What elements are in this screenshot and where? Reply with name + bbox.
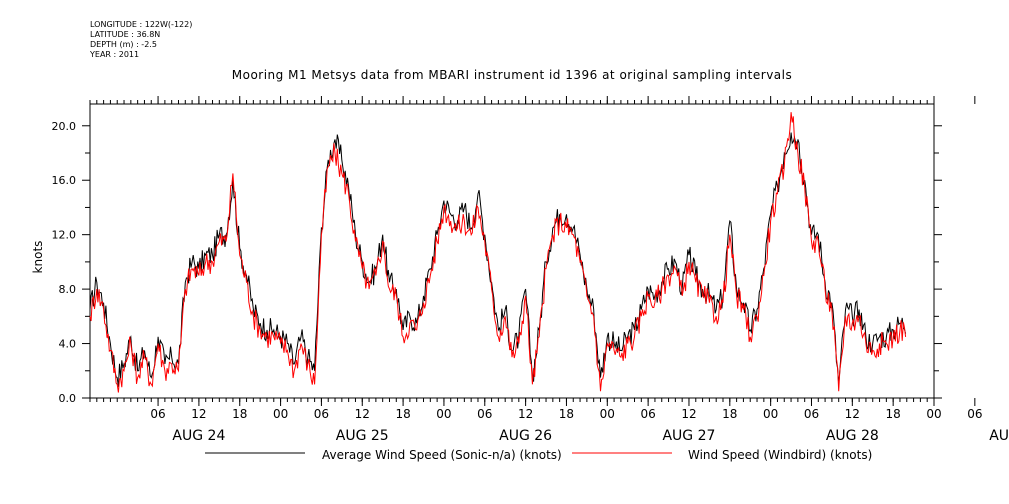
x-tick-label: 12 xyxy=(845,407,860,421)
metadata-block: LONGITUDE : 122W(-122) LATITUDE : 36.8N … xyxy=(90,20,192,60)
y-axis-label: knots xyxy=(31,241,45,274)
y-tick-label: 12.0 xyxy=(52,229,77,242)
axes: 06 12 18 00 06 12 18 00 06 12 18 00 06 12 18 00 06 12 18 00… xyxy=(52,96,1009,444)
y-tick-label: 0.0 xyxy=(59,392,77,405)
x-tick-label: 12 xyxy=(681,407,696,421)
x-tick-label: 00 xyxy=(926,407,941,421)
x-tick-label: 18 xyxy=(722,407,737,421)
x-tick-label: 06 xyxy=(314,407,329,421)
x-tick-label: 00 xyxy=(273,407,288,421)
x-tick-label: 18 xyxy=(559,407,574,421)
x-tick-label: 12 xyxy=(191,407,206,421)
longitude-text: LONGITUDE : 122W(-122) xyxy=(90,20,193,29)
x-tick-label: 00 xyxy=(600,407,615,421)
year-text: YEAR : 2011 xyxy=(90,50,140,59)
day-label: AUG 28 xyxy=(826,428,879,444)
y-tick-label: 4.0 xyxy=(59,338,77,351)
x-tick-label: 06 xyxy=(477,407,492,421)
chart-title: Mooring M1 Metsys data from MBARI instru… xyxy=(231,68,793,82)
x-tick-label: 00 xyxy=(763,407,778,421)
day-label: AUG 24 xyxy=(172,428,225,444)
x-tick-label: 06 xyxy=(640,407,655,421)
x-tick-label: 06 xyxy=(150,407,165,421)
x-tick-label: 00 xyxy=(436,407,451,421)
x-tick-label: 06 xyxy=(804,407,819,421)
x-tick-label: 18 xyxy=(886,407,901,421)
x-tick-label: 12 xyxy=(518,407,533,421)
x-tick-label: 12 xyxy=(355,407,370,421)
day-label: AUG 25 xyxy=(336,428,389,444)
day-label: AUG 27 xyxy=(662,428,715,444)
series-line-windbird xyxy=(89,112,907,393)
legend-label-windbird: Wind Speed (Windbird) (knots) xyxy=(688,448,873,462)
x-tick-label: 18 xyxy=(395,407,410,421)
x-tick-label: 06 xyxy=(967,407,982,421)
latitude-text: LATITUDE : 36.8N xyxy=(90,30,161,39)
y-tick-label: 16.0 xyxy=(52,174,77,187)
legend-label-sonic: Average Wind Speed (Sonic-n/a) (knots) xyxy=(322,448,562,462)
day-label: AUG 29 xyxy=(989,428,1009,444)
y-tick-label: 8.0 xyxy=(59,283,77,296)
series-group xyxy=(89,112,907,393)
series-line-sonic xyxy=(89,132,907,387)
y-tick-label: 20.0 xyxy=(52,120,77,133)
depth-text: DEPTH (m) : -2.5 xyxy=(90,40,157,49)
x-tick-label: 18 xyxy=(232,407,247,421)
day-label: AUG 26 xyxy=(499,428,552,444)
